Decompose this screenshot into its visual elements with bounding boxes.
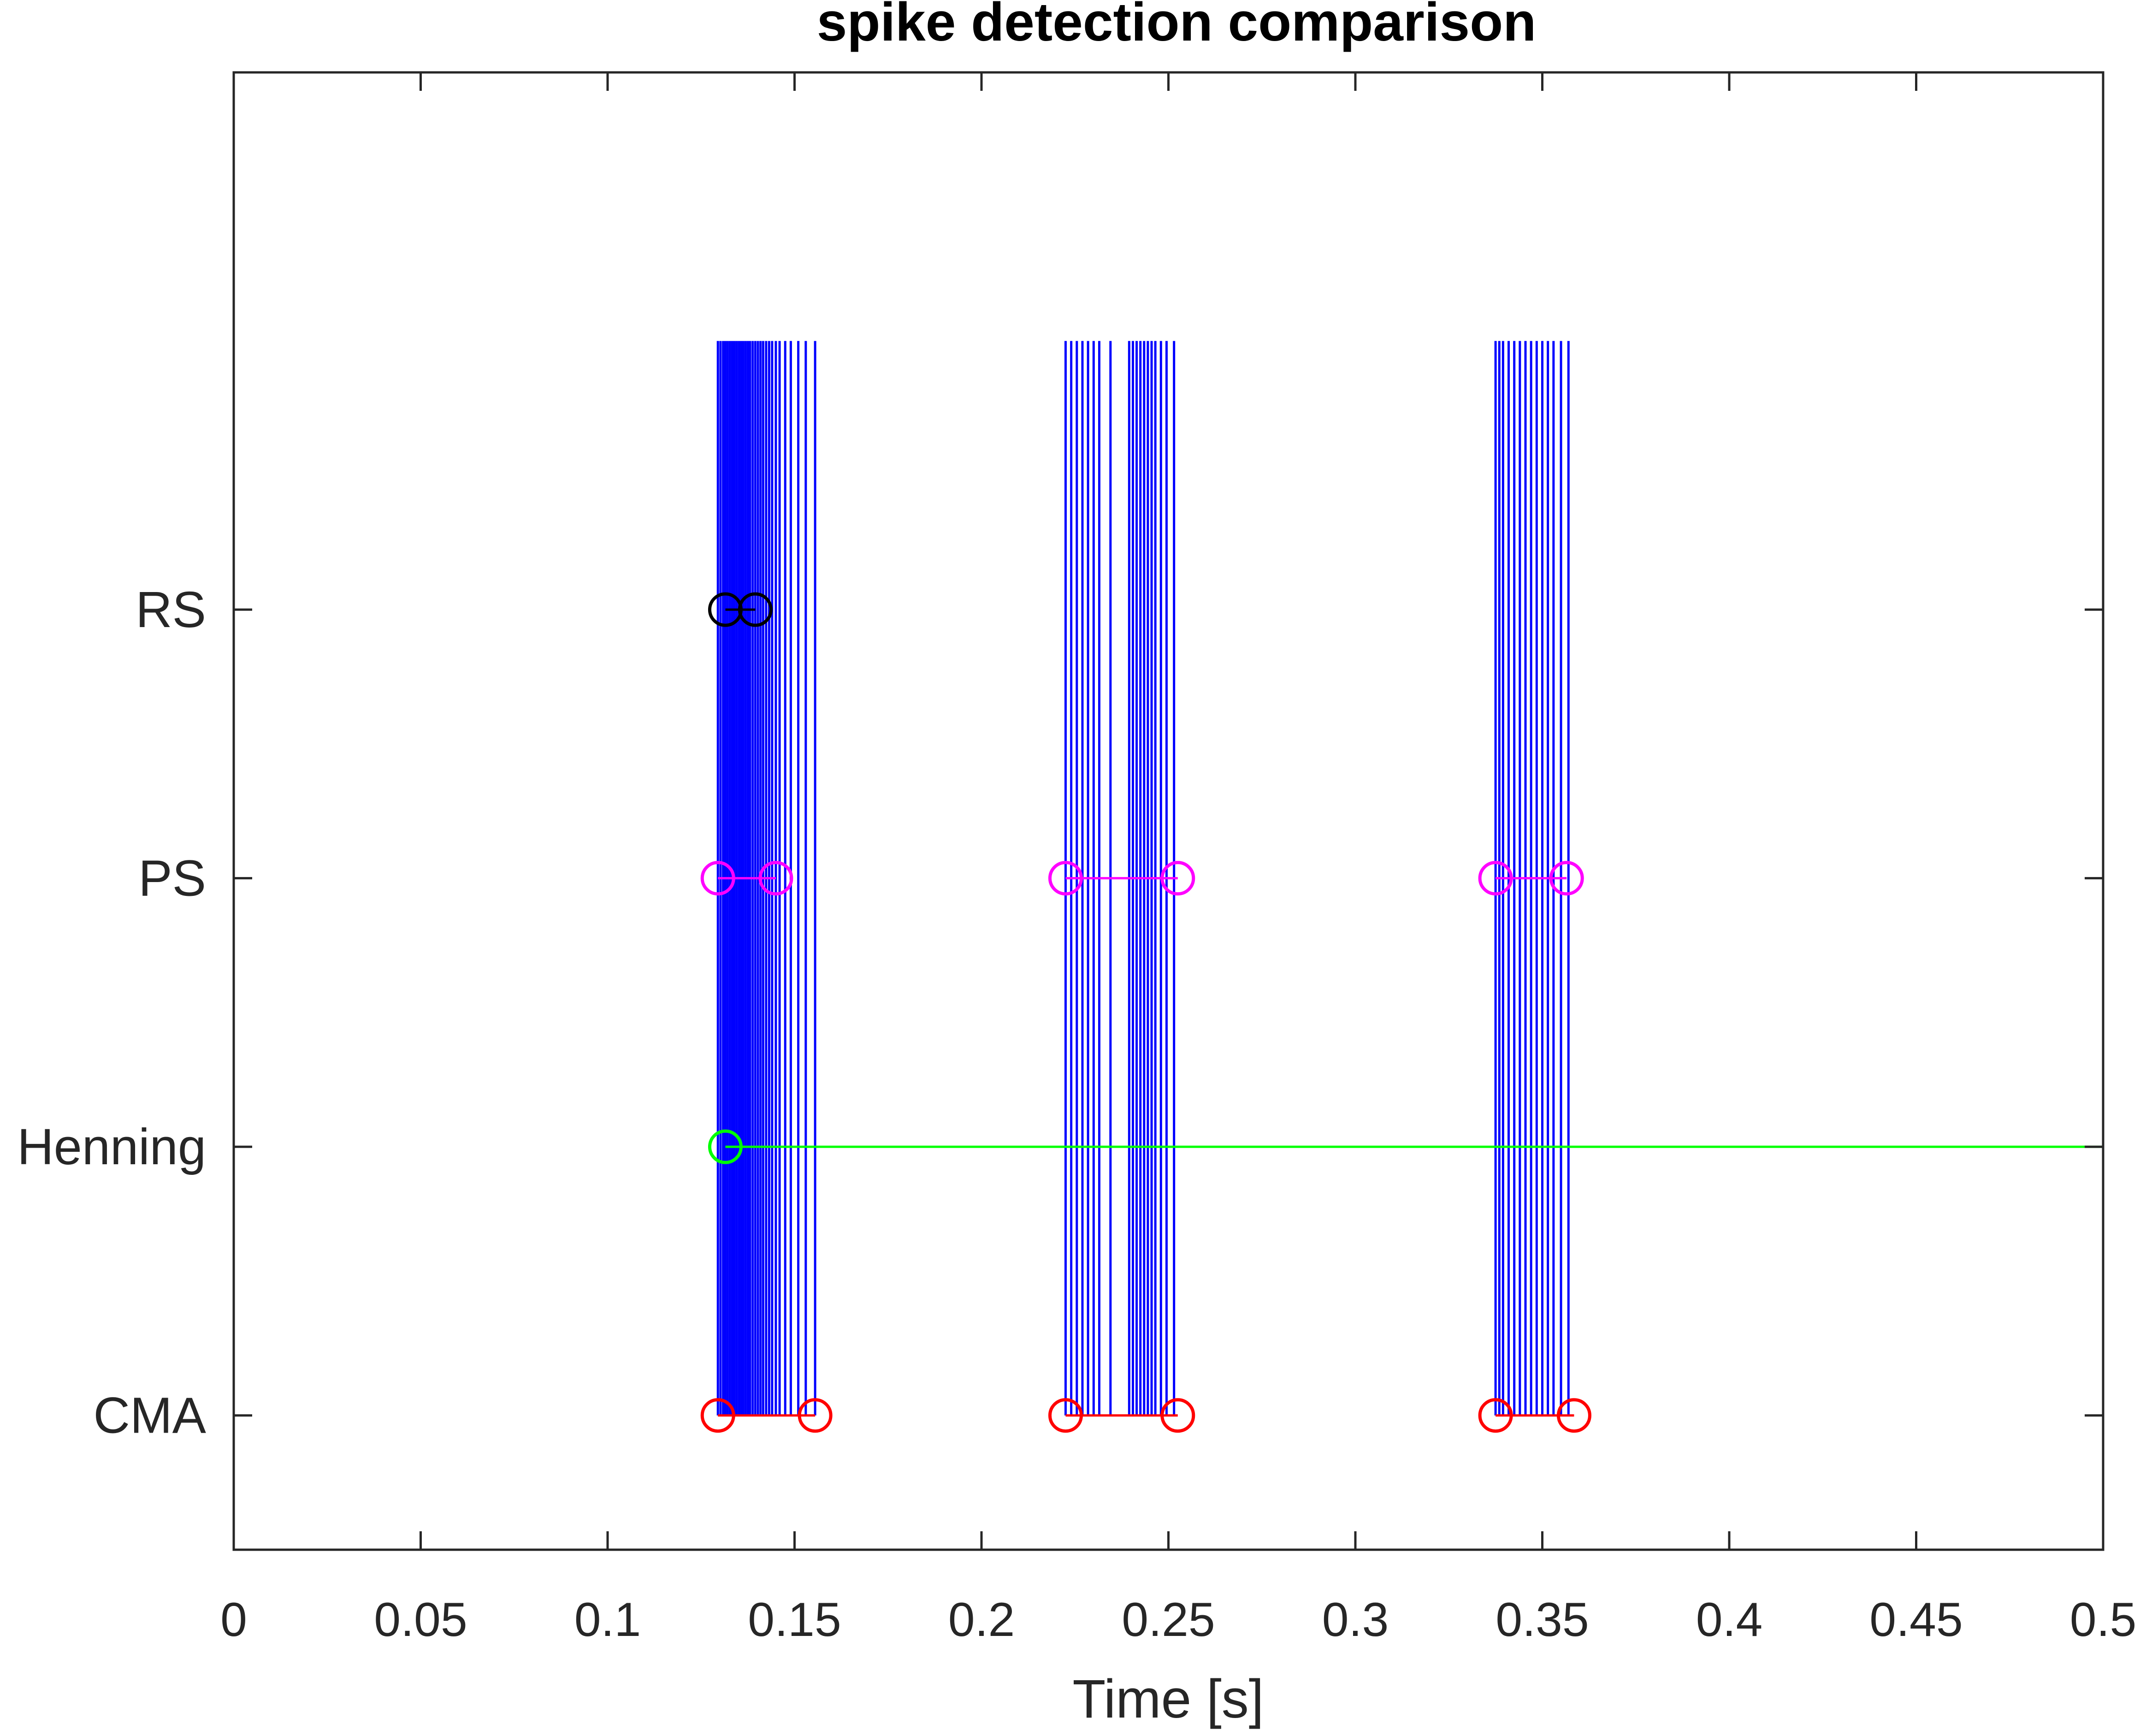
x-tick-label: 0.5 [2070,1593,2137,1647]
ps-marker [758,861,793,896]
x-axis-label: Time [s] [1072,1669,1264,1730]
y-axis: CMA Henning PS RS [17,581,2103,1444]
x-tick-label: 0.15 [748,1593,841,1647]
y-tick-label: RS [136,581,206,638]
x-tick-label: 0 [220,1593,247,1647]
cma-marker [700,1398,735,1433]
detection-series [700,592,2103,1433]
chart-title: spike detection comparison [817,0,1537,53]
x-tick-label: 0.45 [1869,1593,1963,1647]
ps-marker [1160,861,1195,896]
x-tick-label: 0.3 [1322,1593,1389,1647]
henning-marker [708,1129,743,1164]
x-tick-label: 0.4 [1696,1593,1763,1647]
rs-marker [738,592,773,627]
x-axis: 0 0.05 0.1 0.15 0.2 0.25 0.3 0.35 0.4 0.45 0.5 [220,72,2136,1647]
y-tick-label: Henning [17,1119,206,1175]
ps-marker [1478,861,1513,896]
x-tick-label: 0.25 [1122,1593,1215,1647]
y-tick-label: PS [138,850,206,907]
cma-marker [1556,1398,1591,1433]
ps-marker [1048,861,1083,896]
cma-marker [1048,1398,1083,1433]
ps-marker [1549,861,1584,896]
cma-marker [1160,1398,1195,1433]
cma-marker [1478,1398,1513,1433]
x-tick-label: 0.2 [948,1593,1015,1647]
y-tick-label: CMA [94,1387,207,1444]
ps-marker [700,861,735,896]
x-tick-label: 0.1 [574,1593,641,1647]
x-tick-label: 0.05 [374,1593,467,1647]
x-tick-label: 0.35 [1496,1593,1589,1647]
cma-marker [798,1398,833,1433]
